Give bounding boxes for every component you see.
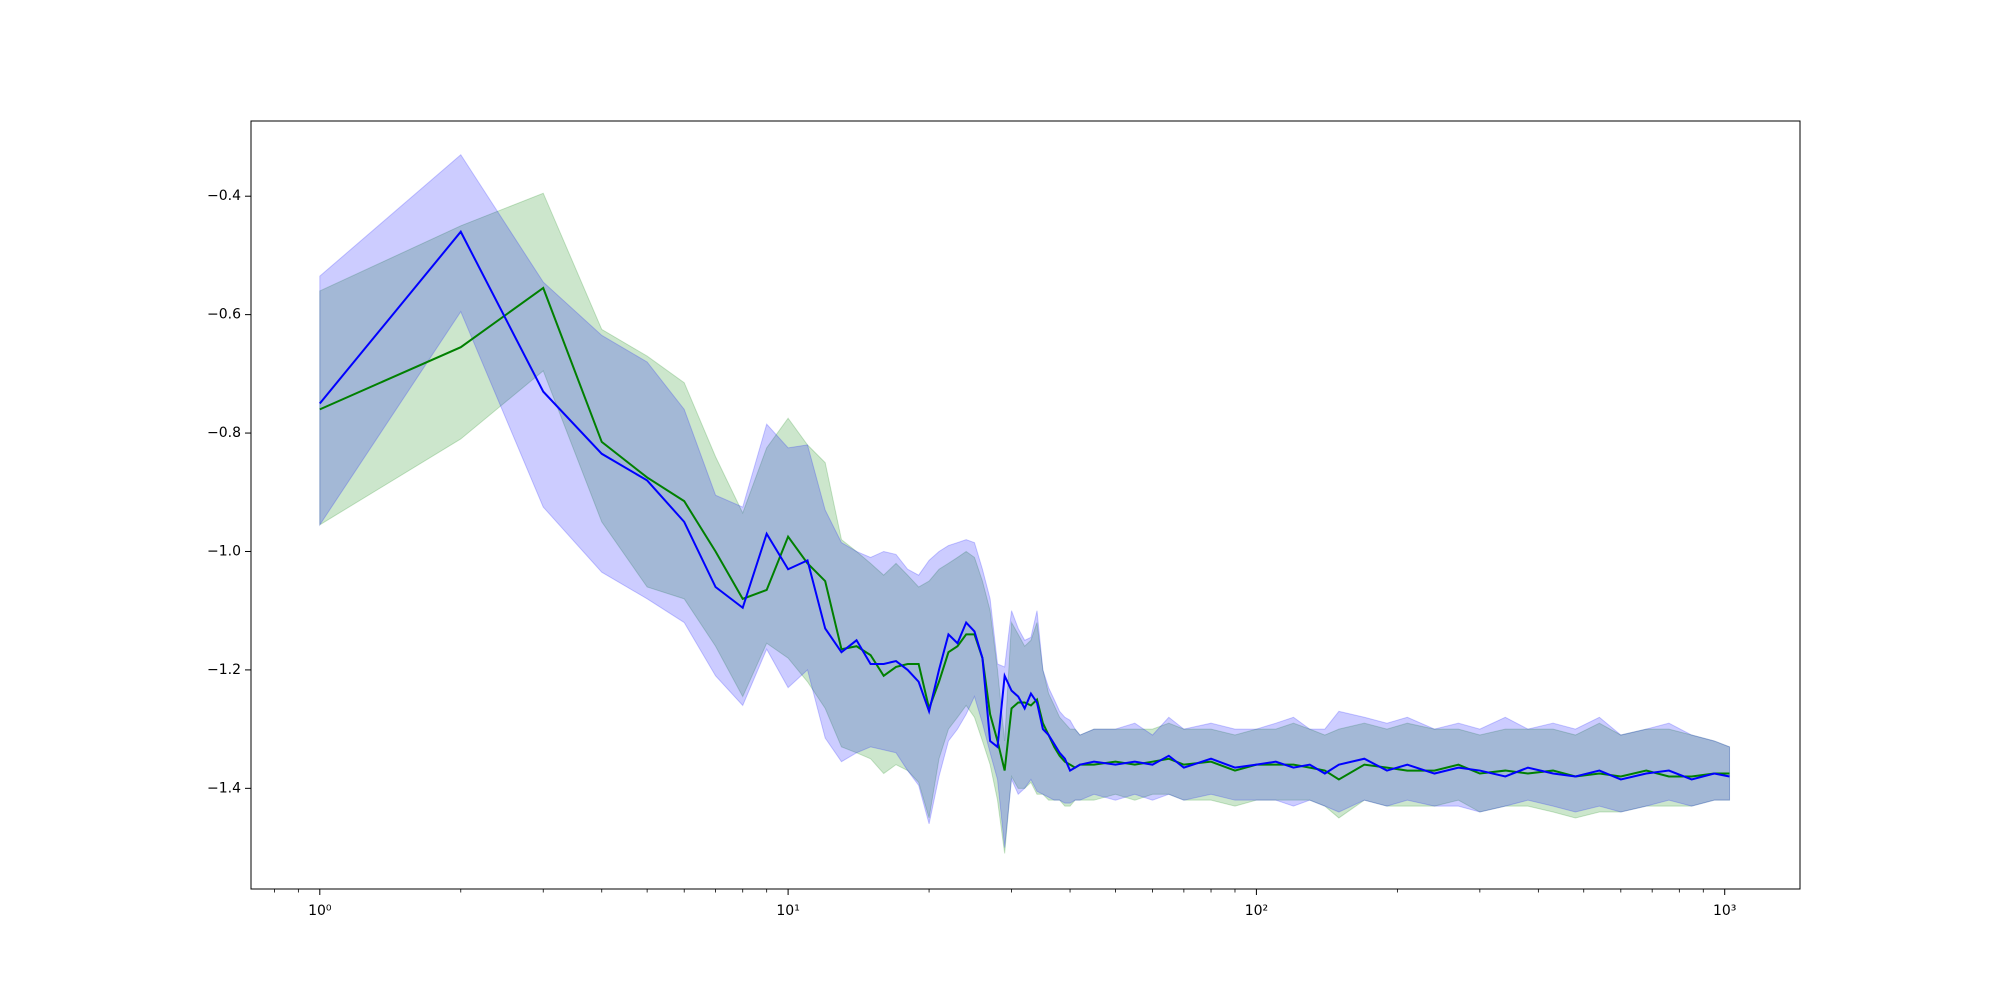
line (319, 229, 1730, 781)
x-tick-label: 10⁰ (308, 903, 332, 919)
y-tick-label: −0.4 (207, 188, 241, 204)
y-tick-label: −0.6 (207, 307, 241, 323)
x-tick-label: 10² (1245, 903, 1268, 919)
error-band (319, 192, 1731, 854)
plot-frame (250, 120, 1801, 890)
y-tick-label: −1.4 (207, 780, 241, 796)
x-tick-label: 10¹ (776, 903, 799, 919)
line (319, 286, 1730, 781)
x-tick-label: 10³ (1713, 903, 1736, 919)
y-tick-label: −1.0 (207, 543, 241, 559)
y-tick-label: −0.8 (207, 425, 241, 441)
y-tick-label: −1.2 (207, 662, 241, 678)
